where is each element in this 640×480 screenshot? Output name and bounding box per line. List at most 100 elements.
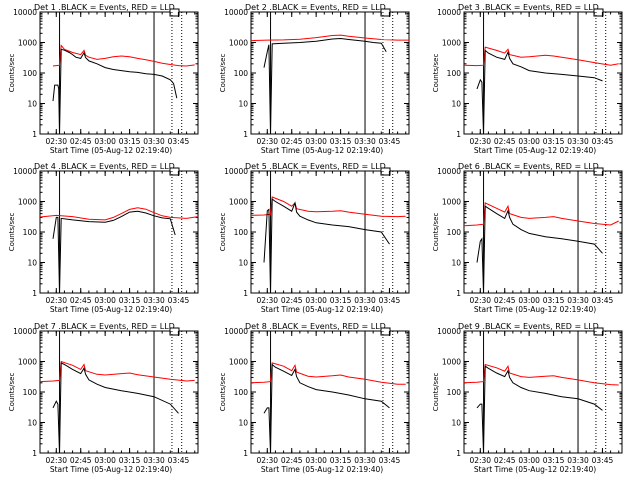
- x-axis-label: Start Time (05-Aug-12 02:19:40): [474, 305, 596, 314]
- y-tick-label: 1000: [229, 198, 248, 207]
- x-tick-label: 03:30: [354, 296, 376, 305]
- panel-title: Det 1 .BLACK = Events, RED = LLD: [34, 3, 175, 12]
- y-tick-label: 1000: [442, 358, 461, 367]
- y-tick-label: 100: [234, 69, 249, 78]
- x-tick-label: 03:45: [379, 296, 401, 305]
- x-axis-label: Start Time (05-Aug-12 02:19:40): [50, 305, 172, 314]
- series-events-line: [476, 365, 603, 453]
- legend-box: [593, 327, 604, 336]
- x-axis-label: Start Time (05-Aug-12 02:19:40): [261, 146, 383, 155]
- y-axis-label: Counts/sec: [8, 54, 16, 93]
- x-tick-label: 03:00: [94, 456, 116, 465]
- y-tick-label: 1000: [18, 198, 37, 207]
- x-axis-label: Start Time (05-Aug-12 02:19:40): [261, 465, 383, 474]
- plot-frame: [463, 170, 623, 294]
- x-tick-label: 02:45: [281, 296, 303, 305]
- y-tick-label: 100: [23, 388, 38, 397]
- series-lld-line: [464, 46, 619, 67]
- x-tick-label: 03:00: [94, 296, 116, 305]
- panel-title: Det 4 .BLACK = Events, RED = LLD: [34, 162, 175, 171]
- x-tick-label: 03:15: [330, 456, 352, 465]
- x-tick-label: 03:30: [354, 456, 376, 465]
- x-axis-label: Start Time (05-Aug-12 02:19:40): [261, 305, 383, 314]
- x-tick-label: 03:45: [592, 137, 614, 146]
- y-tick-label: 1: [243, 130, 248, 139]
- y-tick-label: 1: [243, 449, 248, 458]
- series-lld-line: [40, 207, 198, 221]
- y-axis-label: Counts/sec: [219, 213, 227, 252]
- panel-det5: Det 5 .BLACK = Events, RED = LLD 1 10 100 10…: [219, 162, 410, 314]
- x-tick-label: 03:00: [518, 137, 540, 146]
- x-tick-label: 03:00: [305, 456, 327, 465]
- series-events-line: [263, 363, 390, 453]
- series-events-line: [263, 198, 390, 293]
- panel-det8: Det 8 .BLACK = Events, RED = LLD 1 10 100 10…: [219, 322, 410, 474]
- x-tick-label: 03:15: [119, 296, 141, 305]
- y-tick-label: 10000: [13, 167, 37, 176]
- y-tick-label: 10: [27, 419, 37, 428]
- x-axis-label: Start Time (05-Aug-12 02:19:40): [50, 465, 172, 474]
- y-tick-label: 10000: [437, 8, 461, 17]
- x-tick-label: 03:00: [305, 296, 327, 305]
- y-tick-label: 1: [456, 289, 461, 298]
- x-tick-label: 02:45: [281, 456, 303, 465]
- x-tick-label: 02:30: [469, 456, 491, 465]
- panel-det9: Det 9 .BLACK = Events, RED = LLD 1 10 100 10…: [432, 322, 623, 474]
- legend-box: [169, 327, 180, 336]
- x-tick-label: 02:30: [469, 296, 491, 305]
- y-tick-label: 100: [234, 388, 249, 397]
- x-tick-label: 02:45: [70, 296, 92, 305]
- panel-title: Det 2 .BLACK = Events, RED = LLD: [245, 3, 386, 12]
- y-tick-label: 10: [238, 419, 248, 428]
- series-lld-line: [251, 196, 406, 218]
- x-tick-label: 02:30: [256, 456, 278, 465]
- panel-det4: Det 4 .BLACK = Events, RED = LLD 1 10 100 10…: [8, 162, 199, 314]
- x-tick-label: 03:45: [592, 456, 614, 465]
- y-tick-label: 10: [451, 100, 461, 109]
- panel-det7: Det 7 .BLACK = Events, RED = LLD 1 10 100 10…: [8, 322, 199, 474]
- y-axis-label: Counts/sec: [8, 373, 16, 412]
- x-tick-label: 03:45: [379, 137, 401, 146]
- y-tick-label: 10: [451, 259, 461, 268]
- x-tick-label: 03:45: [168, 456, 190, 465]
- x-tick-label: 03:15: [119, 456, 141, 465]
- x-tick-label: 02:30: [469, 137, 491, 146]
- x-tick-label: 03:30: [143, 296, 165, 305]
- y-tick-label: 10000: [224, 8, 248, 17]
- y-tick-label: 1000: [442, 198, 461, 207]
- plot-frame: [39, 11, 199, 135]
- x-tick-label: 03:15: [330, 137, 352, 146]
- panel-title: Det 6 .BLACK = Events, RED = LLD: [458, 162, 599, 171]
- y-tick-label: 10: [238, 259, 248, 268]
- y-axis-label: Counts/sec: [8, 213, 16, 252]
- y-tick-label: 10: [27, 259, 37, 268]
- x-tick-label: 03:15: [330, 296, 352, 305]
- x-tick-label: 02:30: [45, 296, 67, 305]
- y-tick-label: 10000: [13, 327, 37, 336]
- x-tick-label: 03:30: [567, 137, 589, 146]
- legend-box: [169, 8, 180, 17]
- legend-box: [593, 8, 604, 17]
- x-tick-label: 02:45: [70, 456, 92, 465]
- x-tick-label: 03:15: [119, 137, 141, 146]
- legend-box: [380, 8, 391, 17]
- y-tick-label: 1: [456, 449, 461, 458]
- x-tick-label: 03:30: [143, 456, 165, 465]
- y-tick-label: 100: [447, 228, 462, 237]
- series-events-line: [476, 205, 603, 293]
- x-axis-label: Start Time (05-Aug-12 02:19:40): [474, 146, 596, 155]
- x-tick-label: 02:45: [281, 137, 303, 146]
- y-tick-label: 1: [32, 130, 37, 139]
- series-events-line: [476, 49, 603, 134]
- panel-title: Det 9 .BLACK = Events, RED = LLD: [458, 322, 599, 331]
- x-tick-label: 02:45: [70, 137, 92, 146]
- y-tick-label: 10000: [437, 167, 461, 176]
- x-tick-label: 02:45: [494, 137, 516, 146]
- y-tick-label: 1: [32, 449, 37, 458]
- x-tick-label: 03:45: [379, 456, 401, 465]
- plot-frame: [463, 330, 623, 454]
- x-tick-label: 03:30: [567, 456, 589, 465]
- plot-frame: [250, 11, 410, 135]
- y-tick-label: 100: [447, 69, 462, 78]
